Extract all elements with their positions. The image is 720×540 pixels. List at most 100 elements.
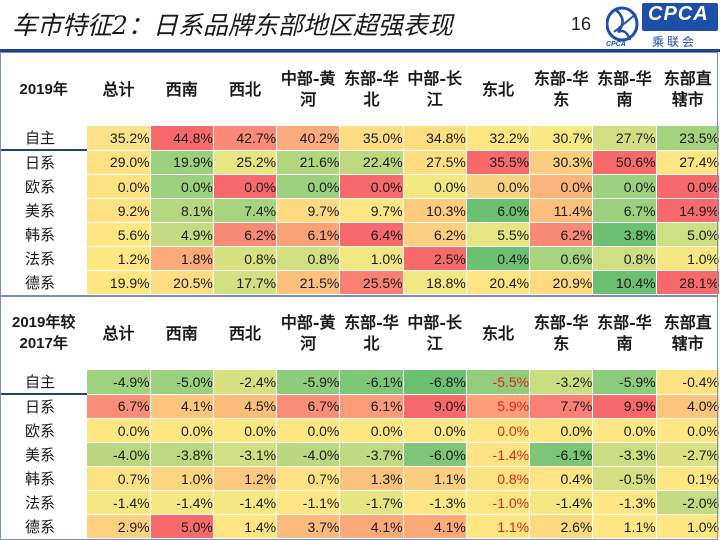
table-cell: 40.2% xyxy=(276,125,341,151)
logo-sub-text: CPCA xyxy=(606,41,626,48)
table-cell: 5.5% xyxy=(465,222,531,247)
table-row: 美系 -4.0% -3.8% -3.1% -4.0% -3.7% -6.0% -1.4% -6.… xyxy=(0,442,720,467)
table-cell: 7.7% xyxy=(529,393,594,419)
row-label: 韩系 xyxy=(0,466,88,491)
table-cell: 9.9% xyxy=(592,393,657,419)
table-row: 韩系 0.7% 1.0% 1.2% 0.7% 1.3% 1.1% 0.8% 0.4% -0.5% 0… xyxy=(0,466,720,491)
table-cell: 30.7% xyxy=(529,125,594,151)
table-cell: -2.4% xyxy=(212,369,278,395)
table-cell: 2.9% xyxy=(86,514,151,539)
table-cell: 0.0% xyxy=(149,418,214,443)
table-cell: 10.3% xyxy=(402,198,467,223)
table-cell: -1.4% xyxy=(212,490,278,515)
table-cell: 32.2% xyxy=(465,125,531,151)
row-label: 韩系 xyxy=(0,222,88,247)
table-cell: -4.0% xyxy=(276,442,341,467)
table-cell: 0.0% xyxy=(149,174,214,199)
table-cell: 20.9% xyxy=(529,270,594,295)
table-cell: 4.1% xyxy=(149,393,214,419)
table-cell: -3.8% xyxy=(149,442,214,467)
table-cell: 0.0% xyxy=(465,174,531,199)
table-cell: 1.0% xyxy=(655,514,720,539)
table-cell: 21.5% xyxy=(276,270,341,295)
table-cell: -6.8% xyxy=(402,369,467,395)
table-cell: 1.4% xyxy=(212,514,278,539)
table-cell: 42.7% xyxy=(212,125,278,151)
table-cell: 20.4% xyxy=(465,270,531,295)
table-cell: -2.0% xyxy=(655,490,720,515)
row-label: 法系 xyxy=(0,490,88,515)
table-cell: 0.8% xyxy=(592,246,657,271)
row-label: 自主 xyxy=(0,369,88,395)
table-2019-vs-2017: 2019年较2017年 总计 西南 西北 中部-黄河 东部-华北 中部-长江 东北 东部-华东东… xyxy=(0,296,720,539)
table-cell: -1.3% xyxy=(402,490,467,515)
column-header: 东部直辖市 xyxy=(655,52,720,126)
table-cell: -1.4% xyxy=(465,442,531,467)
table-cell: 1.3% xyxy=(339,466,404,491)
table-cell: 6.2% xyxy=(529,222,594,247)
table-cell: 25.2% xyxy=(212,149,278,175)
table-cell: 0.8% xyxy=(212,246,278,271)
table-cell: -6.1% xyxy=(339,369,404,395)
table-cell: 19.9% xyxy=(86,270,151,295)
table-cell: -4.9% xyxy=(86,369,151,395)
table-cell: 0.0% xyxy=(339,174,404,199)
table-cell: 29.0% xyxy=(86,149,151,175)
table-cell: 4.9% xyxy=(149,222,214,247)
cpca-logo-icon xyxy=(606,3,718,42)
table-cell: 1.0% xyxy=(339,246,404,271)
table-2019-share: 2019年 总计 西南 西北 中部-黄河 东部-华北 中部-长江 东北 东部-华东 东部-华南 东部… xyxy=(0,52,720,295)
row-label: 欧系 xyxy=(0,418,88,443)
slide-title: 车市特征2：日系品牌东部地区超强表现 xyxy=(12,11,453,40)
table-cell: 28.1% xyxy=(655,270,720,295)
table-cell: 11.4% xyxy=(529,198,594,223)
table-cell: -2.7% xyxy=(655,442,720,467)
table-cell: 6.1% xyxy=(339,393,404,419)
table-cell: 0.7% xyxy=(276,466,341,491)
table-cell: 35.0% xyxy=(339,125,404,151)
table-row: 自主 -4.9% -5.0% -2.4% -5.9% -6.1% -6.8% -5.5% -3.… xyxy=(0,369,720,395)
table-cell: 27.4% xyxy=(655,149,720,175)
table-cell: -6.0% xyxy=(402,442,467,467)
table-cell: -1.4% xyxy=(149,490,214,515)
table-cell: 23.5% xyxy=(655,125,720,151)
table-row: 日系 29.0% 19.9% 25.2% 21.6% 22.4% 27.5% 35.5% 30.… xyxy=(0,149,720,175)
table-cell: 5.0% xyxy=(149,514,214,539)
table-cell: 0.0% xyxy=(465,418,531,443)
column-header: 东部-华东 xyxy=(529,296,594,370)
table-row: 自主 35.2% 44.8% 42.7% 40.2% 35.0% 34.8% 32.2% 30.… xyxy=(0,125,720,151)
table-cell: 30.3% xyxy=(529,149,594,175)
table-cell: 6.7% xyxy=(276,393,341,419)
table-cell: 6.2% xyxy=(402,222,467,247)
table-cell: 1.2% xyxy=(212,466,278,491)
table-cell: 7.4% xyxy=(212,198,278,223)
table-cell: 9.0% xyxy=(402,393,467,419)
row-label: 日系 xyxy=(0,393,88,419)
table-cell: 0.0% xyxy=(655,174,720,199)
column-header: 东部-华南 xyxy=(592,52,657,126)
column-header: 东部直辖市 xyxy=(655,296,720,370)
column-header: 东部-华北 xyxy=(339,52,404,126)
table-cell: 6.0% xyxy=(465,198,531,223)
column-header: 西北 xyxy=(212,52,278,126)
table-cell: 1.2% xyxy=(86,246,151,271)
table-row: 德系 19.9% 20.5% 17.7% 21.5% 25.5% 18.8% 20.4% 20.… xyxy=(0,270,720,295)
table-cell: 5.6% xyxy=(86,222,151,247)
column-header: 东北 xyxy=(465,296,531,370)
column-header: 西南 xyxy=(149,52,214,126)
table-cell: -3.1% xyxy=(212,442,278,467)
table-cell: 0.0% xyxy=(212,418,278,443)
column-header: 西南 xyxy=(149,296,214,370)
table-cell: 25.5% xyxy=(339,270,404,295)
table-cell: 0.0% xyxy=(212,174,278,199)
table-cell: 5.9% xyxy=(465,393,531,419)
row-label: 美系 xyxy=(0,198,88,223)
table-cell: 0.0% xyxy=(86,174,151,199)
column-header: 中部-长江 xyxy=(402,296,467,370)
table-cell: 0.0% xyxy=(592,174,657,199)
table-row: 欧系 0.0% 0.0% 0.0% 0.0% 0.0% 0.0% 0.0% 0.0% 0.0% 0.… xyxy=(0,174,720,199)
table-cell: 1.0% xyxy=(149,466,214,491)
table-cell: 0.0% xyxy=(529,174,594,199)
table-cell: 9.7% xyxy=(276,198,341,223)
table-cell: -1.3% xyxy=(592,490,657,515)
